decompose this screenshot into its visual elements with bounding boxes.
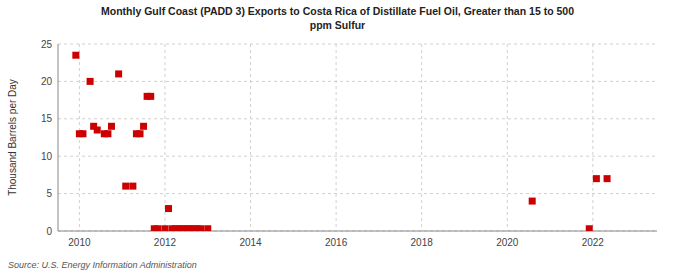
y-tick-label: 0 xyxy=(46,226,52,237)
point xyxy=(104,130,111,137)
point xyxy=(129,183,136,190)
x-tick-label: 2020 xyxy=(496,237,519,248)
y-tick-label: 10 xyxy=(41,151,53,162)
point xyxy=(108,123,115,130)
point xyxy=(161,225,168,231)
x-tick-label: 2012 xyxy=(154,237,177,248)
y-axis-label: Thousand Barrels per Day xyxy=(7,79,18,196)
x-tick-label: 2010 xyxy=(68,237,91,248)
point xyxy=(87,78,94,85)
point xyxy=(94,127,101,134)
y-tick-label: 20 xyxy=(41,76,53,87)
grid-line xyxy=(58,231,657,232)
axes: 0 5 10 15 20 25 2010 2012 2014 2016 2018 2020 2022 xyxy=(41,39,657,249)
grid xyxy=(58,44,657,231)
grid-line xyxy=(507,44,508,231)
point xyxy=(593,175,600,182)
point xyxy=(165,205,172,212)
chart: Monthly Gulf Coast (PADD 3) Exports to C… xyxy=(0,0,675,275)
point xyxy=(197,225,204,231)
grid-line xyxy=(58,118,657,119)
point xyxy=(137,130,144,137)
point xyxy=(529,198,536,205)
grid-line xyxy=(58,44,657,45)
x-tick-label: 2016 xyxy=(325,237,348,248)
grid-line xyxy=(592,44,593,231)
grid-line xyxy=(58,156,657,157)
point xyxy=(79,130,86,137)
y-tick-label: 15 xyxy=(41,113,53,124)
point xyxy=(122,183,129,190)
y-tick-label: 5 xyxy=(46,188,52,199)
x-axis-line xyxy=(58,231,657,232)
points xyxy=(72,52,610,231)
point xyxy=(140,123,147,130)
point xyxy=(604,175,611,182)
point xyxy=(72,52,79,59)
x-tick-label: 2018 xyxy=(411,237,434,248)
point xyxy=(147,93,154,100)
x-tick-label: 2014 xyxy=(239,237,262,248)
title: Monthly Gulf Coast (PADD 3) Exports to C… xyxy=(101,5,574,31)
grid-line xyxy=(250,44,251,231)
grid-line xyxy=(336,44,337,231)
point xyxy=(586,225,593,231)
grid-line xyxy=(421,44,422,231)
source: Source: U.S. Energy Information Administ… xyxy=(8,260,197,270)
point xyxy=(154,225,161,231)
y-tick-label: 25 xyxy=(41,39,53,50)
page: {"chart_data": {"type": "scatter", "titl… xyxy=(0,0,675,275)
y-axis-line xyxy=(58,44,59,231)
x-tick-label: 2022 xyxy=(582,237,605,248)
title-line: ppm Sulfur xyxy=(310,19,365,31)
point xyxy=(115,70,122,77)
grid-line xyxy=(58,81,657,82)
grid-line xyxy=(79,44,80,231)
title-line: Monthly Gulf Coast (PADD 3) Exports to C… xyxy=(101,5,574,17)
grid-line xyxy=(164,44,165,231)
point xyxy=(204,225,211,231)
grid-line xyxy=(58,193,657,194)
